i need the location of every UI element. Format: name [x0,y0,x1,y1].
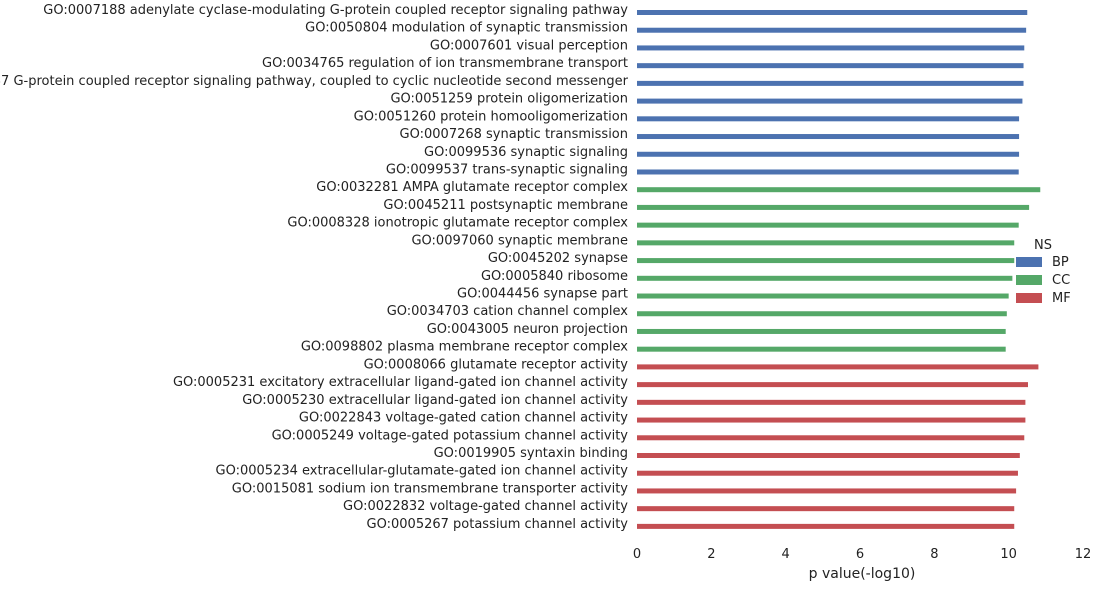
category-label: GO:0005840 ribosome [481,269,628,284]
category-label: GO:0019905 syntaxin binding [434,446,628,461]
bar-cc [637,187,1041,193]
category-label: GO:0098802 plasma membrane receptor comp… [301,340,628,355]
bar-bp [637,45,1025,51]
legend-label-bp: BP [1052,255,1069,270]
category-label: GO:0099537 trans-synaptic signaling [386,162,628,177]
category-label: GO:0051259 protein oligomerization [390,92,628,107]
bar-cc [637,204,1030,210]
x-tick-label: 8 [930,547,938,562]
category-label: GO:0051260 protein homooligomerization [354,109,628,124]
category-label: GO:0008066 glutamate receptor activity [364,357,629,372]
category-label: GO:0005230 extracellular ligand-gated io… [242,393,628,408]
category-label: GO:0044456 synapse part [457,287,628,302]
category-label: GO:0008328 ionotropic glutamate receptor… [287,216,628,231]
bar-bp [637,116,1020,122]
bar-mf [637,523,1015,529]
x-tick-label: 4 [782,547,790,562]
bar-cc [637,346,1006,352]
category-label: GO:0005249 voltage-gated potassium chann… [272,428,629,443]
bars-group [637,10,1041,529]
category-label: GO:0099536 synaptic signaling [424,145,628,160]
bar-bp [637,10,1028,15]
x-axis-title: p value(-log10) [809,566,916,582]
category-label: GO:0005267 potassium channel activity [367,517,629,532]
bar-mf [637,399,1026,405]
category-label: GO:0007188 adenylate cyclase-modulating … [43,3,628,18]
category-label: GO:0043005 neuron projection [427,322,628,337]
bar-bp [637,134,1020,140]
bar-mf [637,506,1015,512]
category-label: GO:0034765 regulation of ion transmembra… [262,56,628,71]
bar-mf [637,435,1025,441]
bar-mf [637,382,1028,388]
x-tick-labels-group: 0 2 4 6 8 10 12 [633,547,1091,562]
category-label: GO:0045202 synapse [488,251,628,266]
category-label: GO:0022832 voltage-gated channel activit… [343,499,628,514]
category-label: GO:0005231 excitatory extracellular liga… [173,375,628,390]
bar-mf [637,470,1018,476]
x-tick-label: 2 [707,547,715,562]
category-label: GO:0007187 G-protein coupled receptor si… [0,74,629,89]
x-tick-label: 0 [633,547,641,562]
bar-mf [637,488,1017,494]
x-tick-label: 10 [1000,547,1017,562]
category-labels-group: GO:0007188 adenylate cyclase-modulating … [0,3,629,532]
bar-bp [637,151,1020,157]
bar-mf [637,453,1020,458]
category-label: GO:0045211 postsynaptic membrane [383,198,628,213]
bar-cc [637,328,1006,334]
category-label: GO:0032281 AMPA glutamate receptor compl… [316,180,628,195]
bar-mf [637,364,1039,370]
bar-bp [637,63,1024,69]
x-tick-label: 6 [856,547,864,562]
legend-swatch-cc [1016,275,1042,285]
category-label: GO:0034703 cation channel complex [387,304,629,319]
legend-label-mf: MF [1052,291,1071,306]
category-label: GO:0050804 modulation of synaptic transm… [305,21,628,36]
legend-title: NS [1034,238,1052,253]
bar-cc [637,222,1019,228]
bar-bp [637,27,1027,33]
bar-bp [637,98,1023,104]
legend-swatch-bp [1016,257,1042,267]
legend-label-cc: CC [1052,273,1070,288]
category-label: GO:0007601 visual perception [430,38,628,53]
legend: NS BP CC MF [1016,238,1071,306]
x-tick-label: 12 [1075,547,1092,562]
bar-cc [637,240,1015,246]
bar-cc [637,275,1013,281]
bar-mf [637,417,1026,423]
legend-swatch-mf [1016,293,1042,303]
bar-bp [637,80,1024,86]
bar-bp [637,169,1019,175]
bar-cc [637,293,1009,299]
bar-cc [637,311,1007,317]
category-label: GO:0022843 voltage-gated cation channel … [299,411,628,426]
category-label: GO:0097060 synaptic membrane [411,233,628,248]
category-label: GO:0005234 extracellular-glutamate-gated… [216,464,629,479]
category-label: GO:0015081 sodium ion transmembrane tran… [232,481,628,496]
category-label: GO:0007268 synaptic transmission [400,127,628,142]
bar-cc [637,258,1015,264]
